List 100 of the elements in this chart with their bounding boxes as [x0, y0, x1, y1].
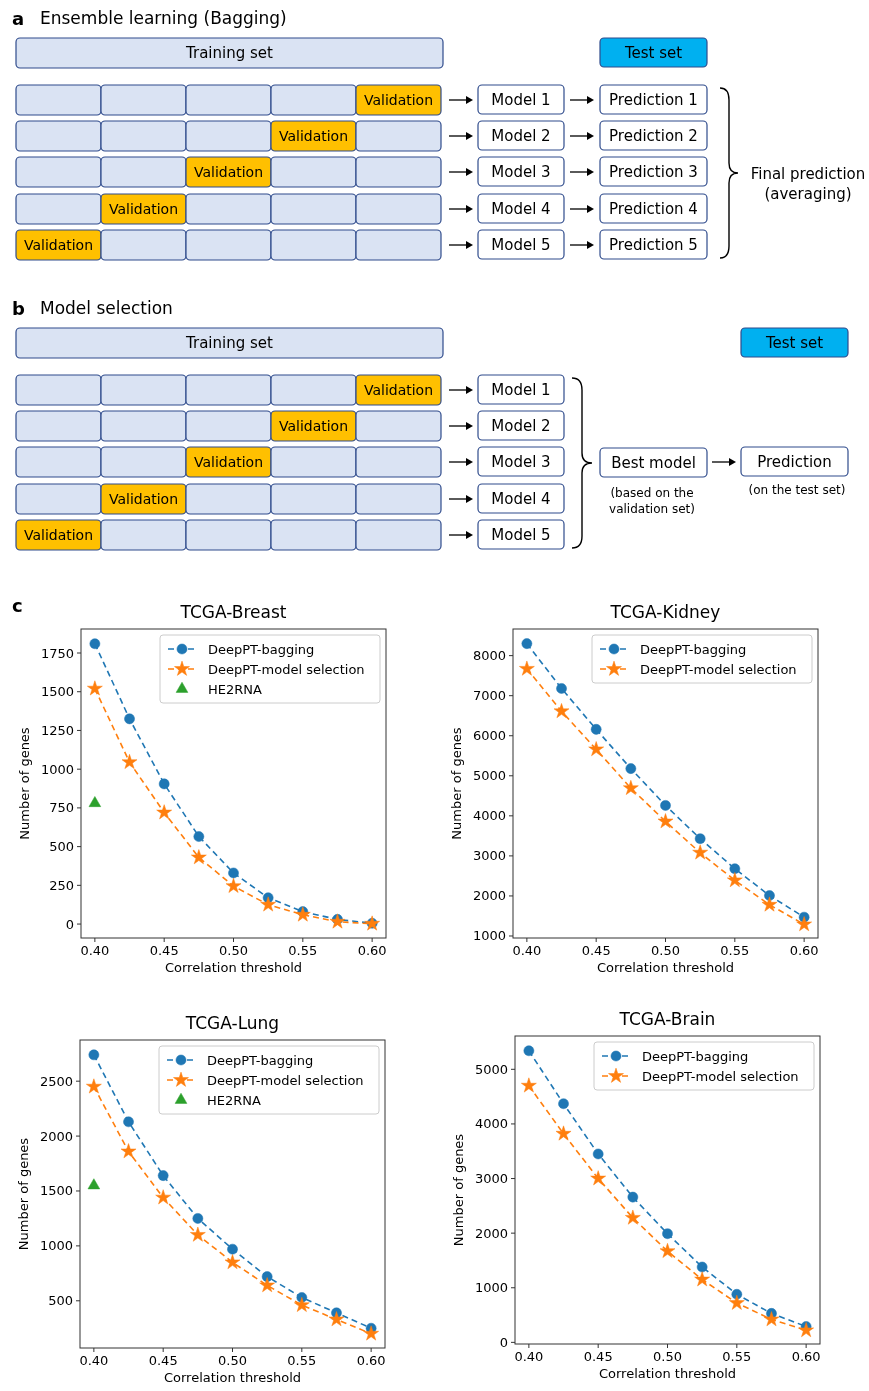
x-tick-label: 0.45: [148, 1353, 178, 1368]
y-tick-label: 1750: [40, 645, 74, 661]
y-tick-label: 250: [49, 877, 74, 893]
y-tick-label: 1000: [40, 761, 74, 777]
x-tick-label: 0.40: [512, 943, 542, 958]
text: Model 2: [491, 416, 551, 435]
y-tick-label: 500: [49, 839, 74, 855]
x-tick-label: 0.50: [219, 943, 248, 958]
legend-label: HE2RNA: [208, 681, 263, 697]
text: Model 1: [491, 380, 551, 399]
y-tick-label: 500: [48, 1293, 73, 1309]
y-tick-label: 1000: [474, 1280, 508, 1296]
text: (on the test set): [748, 483, 846, 497]
y-tick-label: 5000: [474, 1061, 508, 1077]
x-tick-label: 0.45: [581, 943, 611, 958]
text: Validation: [23, 237, 94, 253]
legend-label: DeepPT-model selection: [640, 661, 797, 677]
chart-title: TCGA-Kidney: [609, 602, 721, 622]
text: Test set: [623, 43, 683, 62]
x-tick-label: 0.40: [79, 1353, 109, 1368]
text: b: [12, 297, 25, 319]
x-tick-label: 0.45: [583, 1349, 613, 1364]
text: Model selection: [40, 298, 173, 318]
legend-label: DeepPT-model selection: [642, 1068, 799, 1084]
x-tick-label: 0.55: [287, 1353, 317, 1368]
y-tick-label: 750: [49, 800, 74, 816]
y-tick-label: 4000: [474, 1116, 508, 1132]
y-tick-label: 3000: [472, 848, 506, 864]
text: (based on the validation set): [609, 486, 695, 516]
x-tick-label: 0.60: [357, 943, 387, 958]
legend-label: DeepPT-bagging: [208, 641, 315, 657]
chart-title: TCGA-Brain: [618, 1009, 716, 1029]
text: Validation: [278, 128, 349, 144]
x-tick-label: 0.40: [514, 1349, 544, 1364]
text: Prediction 2: [609, 126, 698, 145]
text: Model 5: [491, 235, 551, 254]
y-tick-label: 5000: [472, 768, 506, 784]
y-tick-label: 2000: [39, 1128, 73, 1144]
text: Model 3: [491, 162, 551, 181]
x-axis-title: Correlation threshold: [598, 1366, 737, 1381]
x-tick-label: 0.50: [653, 1349, 682, 1364]
y-tick-label: 0: [65, 916, 74, 932]
y-tick-label: 2500: [39, 1073, 73, 1089]
text: Best model: [611, 453, 696, 472]
text: Validation: [363, 382, 434, 398]
x-tick-label: 0.60: [791, 1349, 821, 1364]
x-tick-label: 0.60: [356, 1353, 386, 1368]
text: a: [12, 7, 25, 29]
text: Ensemble learning (Bagging): [40, 8, 287, 28]
legend-label: DeepPT-bagging: [207, 1052, 314, 1068]
text: Prediction 3: [609, 162, 698, 181]
text: Training set: [185, 334, 274, 352]
x-tick-label: 0.50: [218, 1353, 247, 1368]
text: c: [12, 594, 23, 616]
text: Prediction 1: [609, 90, 698, 109]
y-tick-label: 1000: [39, 1238, 73, 1254]
y-axis-title: Number of genes: [16, 1137, 31, 1251]
text: Model 5: [491, 525, 551, 544]
y-axis-title: Number of genes: [17, 727, 32, 840]
legend-label: DeepPT-bagging: [640, 641, 747, 657]
text: Test set: [764, 333, 824, 352]
legend-label: DeepPT-model selection: [207, 1072, 364, 1088]
text: Validation: [193, 164, 264, 180]
x-tick-label: 0.55: [722, 1349, 752, 1364]
text: Final prediction (averaging): [750, 165, 866, 203]
legend-label: DeepPT-bagging: [642, 1048, 749, 1064]
x-tick-label: 0.60: [789, 943, 819, 958]
x-tick-label: 0.50: [651, 943, 680, 958]
text: Validation: [23, 527, 94, 543]
y-tick-label: 8000: [472, 648, 506, 664]
text: Prediction 4: [609, 199, 698, 218]
y-tick-label: 1250: [40, 722, 74, 738]
text: Model 3: [491, 452, 551, 471]
y-tick-label: 6000: [472, 728, 506, 744]
chart-title: TCGA-Lung: [184, 1013, 280, 1033]
text: Validation: [363, 92, 434, 108]
x-tick-label: 0.55: [288, 943, 318, 958]
text: Training set: [185, 44, 274, 62]
text: Model 4: [491, 489, 551, 508]
y-axis-title: Number of genes: [449, 727, 464, 840]
x-tick-label: 0.40: [80, 943, 110, 958]
x-axis-title: Correlation threshold: [596, 960, 735, 975]
x-tick-label: 0.55: [720, 943, 750, 958]
y-tick-label: 1500: [39, 1183, 73, 1199]
text: Prediction: [757, 452, 832, 471]
x-tick-label: 0.45: [149, 943, 179, 958]
y-axis-title: Number of genes: [451, 1133, 466, 1247]
chart-title: TCGA-Breast: [179, 602, 287, 622]
text: Validation: [278, 418, 349, 434]
y-tick-label: 3000: [474, 1171, 508, 1187]
legend-label: HE2RNA: [207, 1092, 262, 1108]
text: Validation: [108, 491, 179, 507]
legend-label: DeepPT-model selection: [208, 661, 365, 677]
text: Validation: [193, 454, 264, 470]
text: Model 1: [491, 90, 551, 109]
y-tick-label: 0: [499, 1334, 508, 1350]
y-tick-label: 2000: [474, 1225, 508, 1241]
text: Model 2: [491, 126, 551, 145]
y-tick-label: 1000: [472, 928, 506, 944]
text: Validation: [108, 201, 179, 217]
